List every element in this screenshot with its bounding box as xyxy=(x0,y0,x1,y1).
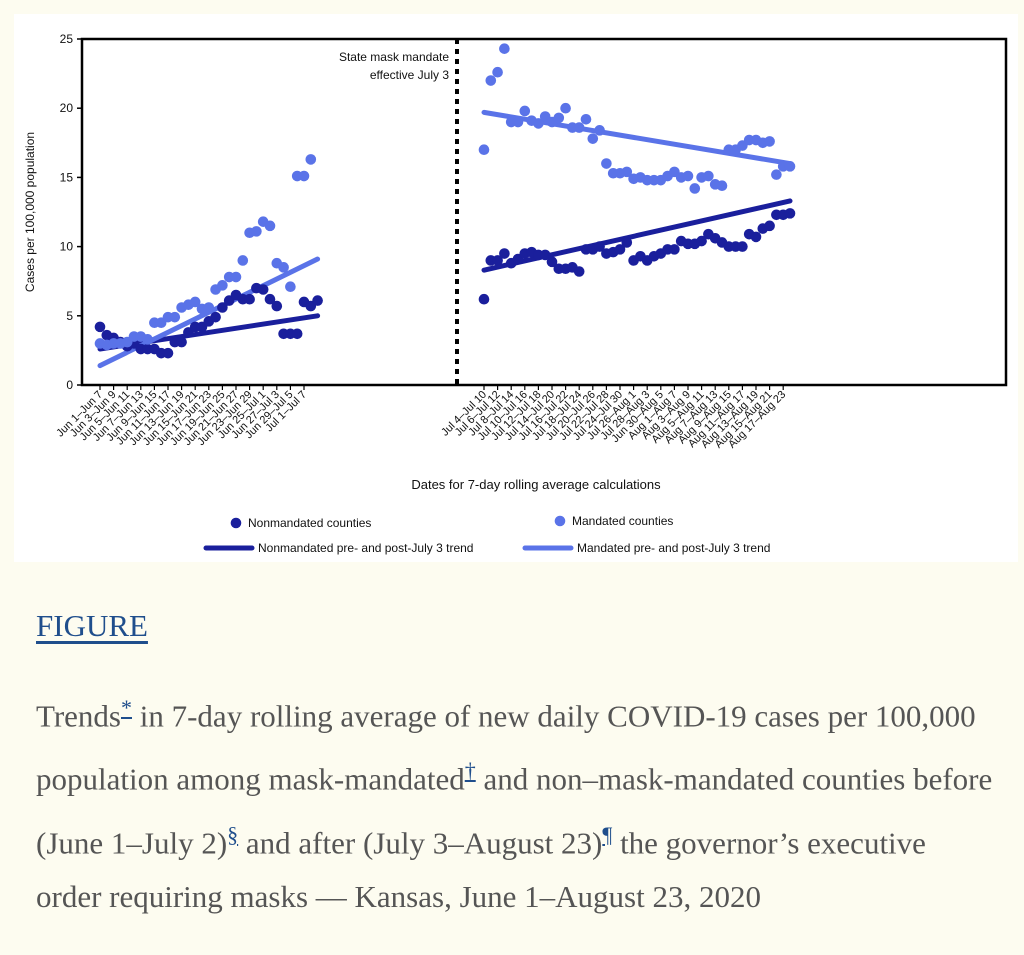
caption-text: the governor’s executive order requiring… xyxy=(36,824,926,914)
mandated-point xyxy=(478,144,490,156)
nonmandated-point xyxy=(176,336,187,348)
mandated-point xyxy=(764,136,775,147)
y-tick-label: 0 xyxy=(66,378,73,392)
figure-card: State mask mandate effective July 3 0 5 10 1… xyxy=(14,14,1018,562)
mandated-point xyxy=(264,220,276,232)
footnote-link-dagger[interactable]: † xyxy=(464,758,476,784)
footnote-link-pilcrow[interactable]: ¶ xyxy=(602,821,613,847)
nonmandated-point xyxy=(257,284,269,295)
chart: State mask mandate effective July 3 0 5 10 1… xyxy=(23,32,1008,555)
nonmandated-point xyxy=(244,293,255,305)
mandated-point xyxy=(237,255,249,266)
mandated-point xyxy=(485,75,497,86)
mandated-point xyxy=(580,113,592,125)
caption-text: in 7-day rolling average of new daily CO… xyxy=(36,698,976,797)
mandated-point xyxy=(285,281,296,293)
mandated-point xyxy=(298,170,310,182)
nonmandated-point xyxy=(312,295,323,306)
nonmandated-point xyxy=(291,328,303,340)
mandated-point xyxy=(217,280,228,291)
plot-frame xyxy=(80,37,1008,387)
y-tick-label: 20 xyxy=(60,101,74,115)
mandated-point xyxy=(251,226,262,237)
legend-mandated-counties-marker xyxy=(554,515,566,527)
nonmandated-point xyxy=(492,255,503,266)
nonmandated-point xyxy=(478,293,490,305)
nonmandated-point xyxy=(750,231,762,243)
mandate-annotation-line2: effective July 3 xyxy=(370,68,449,82)
mandated-point xyxy=(560,102,571,114)
y-tick-label: 5 xyxy=(66,309,73,323)
mandated-point xyxy=(142,334,153,345)
legend-mandated-trend-label: Mandated pre- and post-July 3 trend xyxy=(577,541,770,555)
mandated-point xyxy=(533,118,544,129)
mandated-point xyxy=(601,158,612,169)
nonmandated-point xyxy=(539,249,551,261)
caption-text: and after (July 3–August 23) xyxy=(238,824,603,860)
nonmandated-point xyxy=(621,237,633,248)
caption-text: Trends xyxy=(36,698,121,734)
x-axis-label: Dates for 7-day rolling average calculat… xyxy=(411,477,661,492)
legend-nonmandated-trend-label: Nonmandated pre- and post-July 3 trend xyxy=(258,541,473,555)
mandated-point xyxy=(716,180,728,192)
figure-link[interactable]: FIGURE xyxy=(36,608,148,643)
y-tick-label: 25 xyxy=(60,32,74,46)
mandated-point xyxy=(169,311,181,323)
mandated-point xyxy=(230,271,242,283)
mandated-point xyxy=(587,133,599,144)
mandated-point xyxy=(553,112,565,124)
nonmandated-point xyxy=(271,300,283,312)
mandated-point xyxy=(703,170,714,182)
nonmandated-point xyxy=(94,321,106,333)
mandate-annotation-line1: State mask mandate xyxy=(339,50,449,64)
nonmandated-point xyxy=(614,244,626,255)
nonmandated-point xyxy=(594,241,605,252)
legend-mandated-counties-label: Mandated counties xyxy=(572,514,673,528)
mandated-point xyxy=(512,116,524,128)
footnote-link-asterisk[interactable]: * xyxy=(121,695,132,720)
legend-nonmandated-counties-marker xyxy=(230,517,242,529)
mandated-point xyxy=(682,170,694,182)
nonmandated-point xyxy=(737,241,748,252)
nonmandated-point xyxy=(696,235,707,247)
mandated-point xyxy=(784,161,796,172)
nonmandated-point xyxy=(162,347,174,359)
nonmandated-point xyxy=(546,256,558,268)
nonmandated-point xyxy=(669,244,680,255)
footnote-link-section[interactable]: § xyxy=(227,821,239,847)
y-tick-label: 10 xyxy=(60,240,74,254)
nonmandated-point xyxy=(784,208,796,219)
figure-caption: Trends* in 7-day rolling average of new … xyxy=(36,680,996,924)
mandated-point xyxy=(594,125,605,136)
nonmandated-point xyxy=(210,311,221,323)
y-axis-label: Cases per 100,000 population xyxy=(23,132,37,292)
mandated-point xyxy=(492,66,503,78)
caption-text: and non–mask-mandated counties before (J… xyxy=(36,761,993,860)
mandated-point xyxy=(689,183,701,194)
mandated-point xyxy=(771,169,782,180)
mandated-point xyxy=(573,122,585,133)
mandated-point xyxy=(621,166,633,178)
mandated-point xyxy=(278,262,289,273)
nonmandated-point xyxy=(217,302,228,313)
mandated-point xyxy=(519,105,531,117)
mandated-point xyxy=(499,43,510,54)
nonmandated-point xyxy=(264,293,276,305)
mandated-point xyxy=(203,302,215,313)
legend-nonmandated-counties-label: Nonmandated counties xyxy=(248,516,371,530)
nonmandated-point xyxy=(499,248,510,259)
nonmandated-point xyxy=(573,266,585,277)
nonmandated-point xyxy=(764,220,775,232)
y-tick-label: 15 xyxy=(60,170,74,184)
mandated-point xyxy=(189,296,201,308)
mandated-point xyxy=(305,154,317,165)
